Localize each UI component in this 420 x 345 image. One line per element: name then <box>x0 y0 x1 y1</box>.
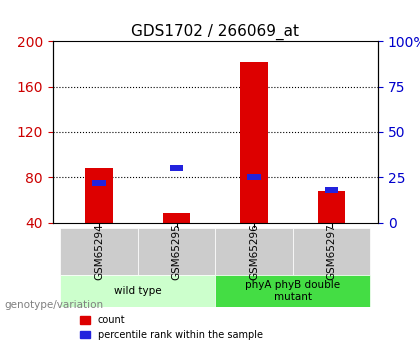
FancyBboxPatch shape <box>293 228 370 275</box>
FancyBboxPatch shape <box>60 228 138 275</box>
Bar <box>92 180 106 186</box>
Bar <box>170 165 183 171</box>
FancyBboxPatch shape <box>60 275 215 307</box>
Text: GSM65297: GSM65297 <box>326 223 336 280</box>
Text: GSM65295: GSM65295 <box>171 223 181 280</box>
Text: GSM65296: GSM65296 <box>249 223 259 280</box>
Text: GSM65294: GSM65294 <box>94 223 104 280</box>
Text: genotype/variation: genotype/variation <box>4 300 103 310</box>
Bar <box>318 191 345 223</box>
FancyBboxPatch shape <box>138 228 215 275</box>
Text: wild type: wild type <box>114 286 162 296</box>
Bar <box>247 175 261 180</box>
Bar <box>325 187 338 193</box>
Title: GDS1702 / 266069_at: GDS1702 / 266069_at <box>131 24 299 40</box>
Bar <box>85 168 113 223</box>
Legend: count, percentile rank within the sample: count, percentile rank within the sample <box>81 315 263 340</box>
FancyBboxPatch shape <box>215 275 370 307</box>
Bar <box>163 214 190 223</box>
Bar <box>240 62 268 223</box>
FancyBboxPatch shape <box>215 228 293 275</box>
Text: phyA phyB double
mutant: phyA phyB double mutant <box>245 280 340 302</box>
